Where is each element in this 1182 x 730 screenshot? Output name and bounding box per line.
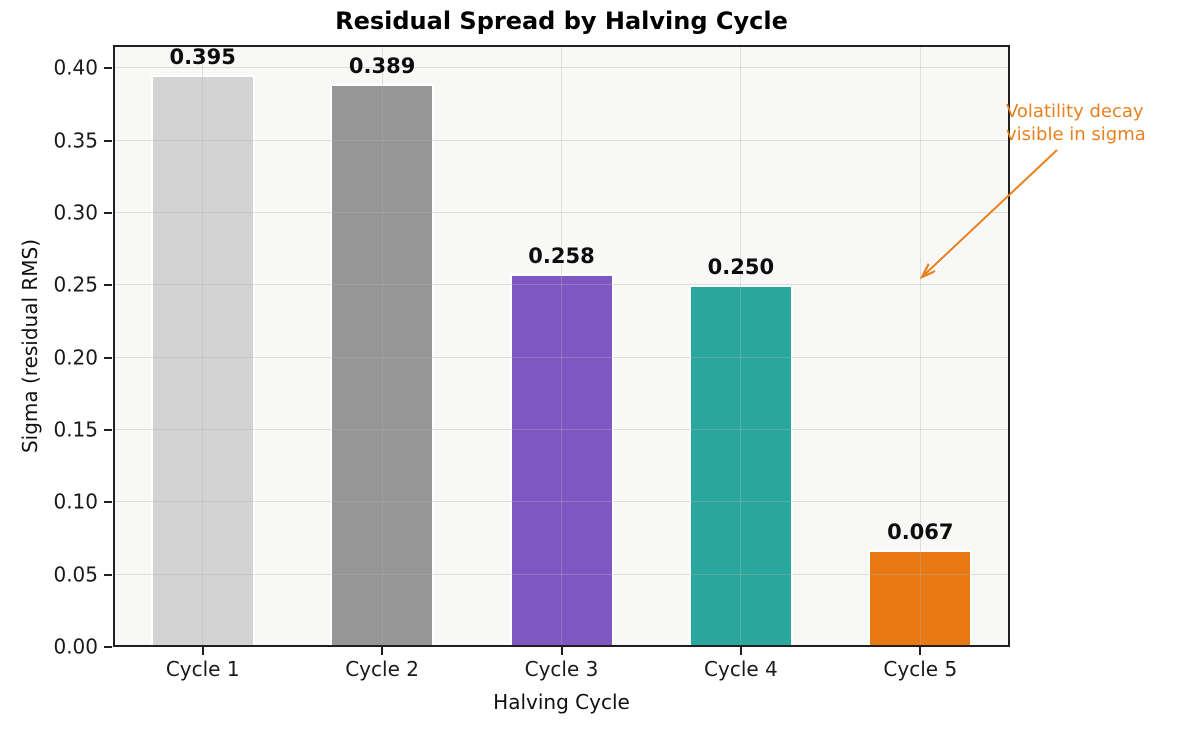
y-tick-label: 0.25 [53, 272, 98, 297]
y-tick-label: 0.40 [53, 55, 98, 80]
x-tick-mark [739, 647, 742, 655]
y-tick-mark [104, 573, 112, 576]
chart-title: Residual Spread by Halving Cycle [335, 7, 788, 35]
y-tick-mark [104, 67, 112, 70]
y-tick-label: 0.15 [53, 417, 98, 442]
y-tick-mark [104, 501, 112, 504]
x-tick-label: Cycle 3 [524, 657, 599, 681]
y-tick-mark [104, 646, 112, 648]
x-tick-mark [381, 647, 384, 655]
bar-value-label: 0.395 [169, 45, 236, 70]
y-tick-mark [104, 139, 112, 142]
x-axis-label: Halving Cycle [493, 690, 630, 714]
y-tick-label: 0.30 [53, 200, 98, 225]
bar-value-label: 0.258 [528, 243, 595, 268]
bar-cycle-1 [150, 75, 255, 647]
bar-cycle-4 [688, 285, 793, 647]
x-tick-mark [560, 647, 563, 655]
x-tick-label: Cycle 4 [704, 657, 778, 681]
x-tick-label: Cycle 2 [345, 657, 419, 681]
y-tick-label: 0.00 [53, 634, 98, 659]
bar-value-label: 0.250 [707, 255, 775, 280]
y-tick-mark [104, 356, 112, 359]
bar-value-label: 0.389 [348, 54, 416, 79]
y-tick-label: 0.10 [53, 489, 98, 514]
annotation-line-2: visible in sigma [1006, 124, 1146, 146]
bar-value-label: 0.067 [887, 520, 954, 545]
bars-layer [113, 45, 1010, 647]
bar-cycle-5 [868, 550, 973, 647]
y-tick-label: 0.05 [53, 562, 98, 587]
y-tick-mark [104, 428, 112, 431]
bar-cycle-2 [330, 84, 435, 647]
x-tick-mark [201, 647, 204, 655]
y-axis-label: Sigma (residual RMS) [18, 238, 42, 454]
annotation-line-1: Volatility decay [1006, 101, 1144, 122]
x-tick-mark [919, 647, 922, 655]
annotation-text: Volatility decay visible in sigma [1006, 100, 1146, 146]
x-tick-label: Cycle 5 [883, 657, 958, 681]
x-tick-label: Cycle 1 [165, 657, 240, 681]
bar-cycle-3 [509, 273, 614, 647]
y-tick-label: 0.35 [53, 128, 98, 153]
y-tick-mark [104, 211, 112, 214]
y-tick-mark [104, 284, 112, 287]
y-tick-label: 0.20 [53, 345, 98, 370]
